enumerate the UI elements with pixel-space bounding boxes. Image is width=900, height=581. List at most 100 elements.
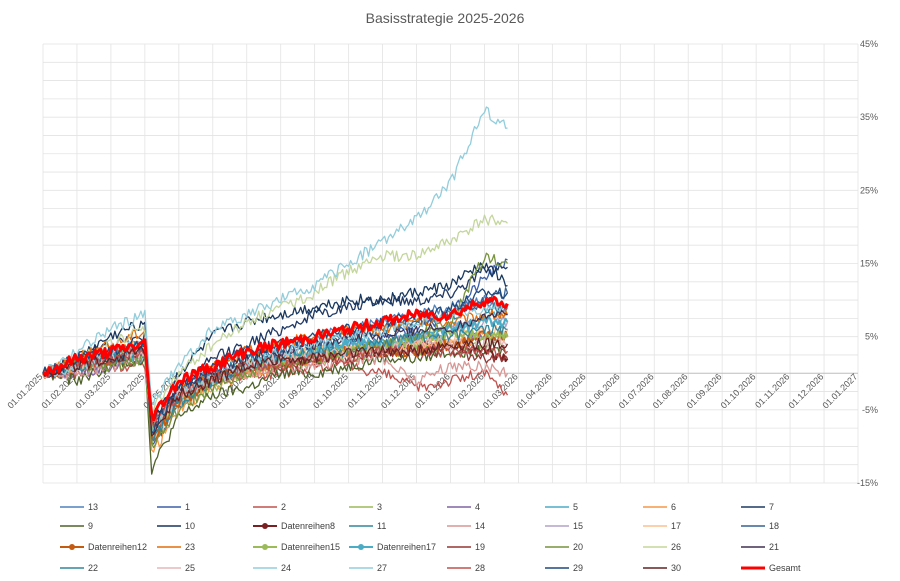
legend-label: 15 bbox=[573, 521, 583, 531]
legend-item: 30 bbox=[643, 563, 681, 573]
legend-label: Datenreihen12 bbox=[88, 542, 147, 552]
legend-item: 9 bbox=[60, 521, 93, 531]
x-tick-label: 01.07.2026 bbox=[617, 372, 656, 411]
series-line-10 bbox=[42, 262, 508, 424]
legend-item: 26 bbox=[643, 542, 681, 552]
legend-item: 23 bbox=[157, 542, 195, 552]
legend-item: 2 bbox=[253, 502, 286, 512]
legend-item: 4 bbox=[447, 502, 480, 512]
x-tick-label: 01.01.2025 bbox=[5, 372, 44, 411]
x-tick-label: 01.04.2026 bbox=[515, 372, 554, 411]
legend-label: 11 bbox=[377, 521, 386, 531]
legend-item: Datenreihen12 bbox=[60, 542, 147, 552]
series-line-30 bbox=[42, 337, 509, 437]
legend-label: 20 bbox=[573, 542, 583, 552]
legend-label: Datenreihen8 bbox=[281, 521, 335, 531]
x-tick-label: 01.08.2026 bbox=[651, 372, 690, 411]
legend-item: 1 bbox=[157, 502, 190, 512]
legend-label: 29 bbox=[573, 563, 583, 573]
series-line-26 bbox=[42, 214, 508, 412]
legend-label: 3 bbox=[377, 502, 382, 512]
y-tick-label: 45% bbox=[860, 39, 878, 49]
y-tick-label: -5% bbox=[862, 405, 878, 415]
series-line-Gesamt bbox=[42, 295, 509, 422]
legend-label: 18 bbox=[769, 521, 779, 531]
y-tick-label: -15% bbox=[857, 478, 878, 488]
legend-item: 13 bbox=[60, 502, 98, 512]
legend-item: 7 bbox=[741, 502, 774, 512]
legend-label: 24 bbox=[281, 563, 291, 573]
legend-label: 7 bbox=[769, 502, 774, 512]
legend-label: 21 bbox=[769, 542, 779, 552]
legend-item: 18 bbox=[741, 521, 779, 531]
legend-label: 22 bbox=[88, 563, 98, 573]
y-axis: 45% 35% 25% 15% 5% -5% -15% bbox=[857, 39, 878, 488]
x-tick-label: 01.01.2027 bbox=[820, 372, 859, 411]
legend-item: Gesamt bbox=[741, 563, 801, 573]
legend-label: 4 bbox=[475, 502, 480, 512]
y-tick-label: 15% bbox=[860, 259, 878, 269]
legend-marker bbox=[262, 523, 268, 529]
legend-label: Datenreihen15 bbox=[281, 542, 340, 552]
y-tick-label: 25% bbox=[860, 185, 878, 195]
legend-label: 14 bbox=[475, 521, 485, 531]
legend-label: 25 bbox=[185, 563, 195, 573]
legend-label: 27 bbox=[377, 563, 387, 573]
legend-label: 1 bbox=[185, 502, 190, 512]
x-tick-label: 01.11.2025 bbox=[346, 372, 384, 410]
series-line-7 bbox=[42, 262, 508, 434]
legend-item: 22 bbox=[60, 563, 98, 573]
y-tick-label: 35% bbox=[860, 112, 878, 122]
x-tick-label: 01.09.2026 bbox=[685, 372, 724, 411]
x-tick-label: 01.09.2025 bbox=[277, 372, 316, 411]
legend-item: 10 bbox=[157, 521, 195, 531]
series-line-27 bbox=[42, 106, 508, 406]
x-tick-label: 01.06.2026 bbox=[583, 372, 622, 411]
legend-item: 5 bbox=[545, 502, 578, 512]
legend-label: 13 bbox=[88, 502, 98, 512]
x-axis: 01.01.202501.02.202501.03.202501.04.2025… bbox=[5, 372, 859, 411]
legend-item: 15 bbox=[545, 521, 583, 531]
x-tick-label: 01.10.2026 bbox=[719, 372, 758, 411]
legend-item: 19 bbox=[447, 542, 485, 552]
x-tick-label: 01.12.2025 bbox=[379, 372, 418, 411]
x-tick-label: 01.04.2025 bbox=[107, 372, 146, 411]
y-tick-label: 5% bbox=[865, 332, 878, 342]
legend-item: 27 bbox=[349, 563, 387, 573]
legend-label: Datenreihen17 bbox=[377, 542, 436, 552]
x-tick-label: 01.05.2026 bbox=[549, 372, 588, 411]
legend-item: 6 bbox=[643, 502, 676, 512]
legend-label: 19 bbox=[475, 542, 485, 552]
x-tick-label: 01.03.2026 bbox=[481, 372, 520, 411]
legend-item: 29 bbox=[545, 563, 583, 573]
legend-marker bbox=[262, 544, 268, 550]
legend-label: 26 bbox=[671, 542, 681, 552]
legend-label: 2 bbox=[281, 502, 286, 512]
legend-item: 14 bbox=[447, 521, 485, 531]
legend-item: Datenreihen15 bbox=[253, 542, 340, 552]
legend-item: 24 bbox=[253, 563, 291, 573]
plot-lines bbox=[42, 106, 509, 475]
series-line-28 bbox=[42, 344, 508, 428]
chart-title: Basisstrategie 2025-2026 bbox=[366, 10, 525, 26]
legend-item: 21 bbox=[741, 542, 779, 552]
legend-label: 23 bbox=[185, 542, 195, 552]
legend-label: Gesamt bbox=[769, 563, 801, 573]
legend-item: 25 bbox=[157, 563, 195, 573]
legend-label: 5 bbox=[573, 502, 578, 512]
legend-item: 3 bbox=[349, 502, 382, 512]
x-tick-label: 01.11.2026 bbox=[753, 372, 791, 410]
legend-item: 20 bbox=[545, 542, 583, 552]
legend-item: Datenreihen17 bbox=[349, 542, 436, 552]
legend-label: 28 bbox=[475, 563, 485, 573]
legend-label: 10 bbox=[185, 521, 195, 531]
legend-item: 11 bbox=[349, 521, 386, 531]
x-tick-label: 01.12.2026 bbox=[787, 372, 826, 411]
legend-marker bbox=[69, 544, 75, 550]
legend-item: 17 bbox=[643, 521, 681, 531]
series-line-20 bbox=[42, 252, 509, 449]
legend-marker bbox=[358, 544, 364, 550]
legend-label: 9 bbox=[88, 521, 93, 531]
legend-label: 17 bbox=[671, 521, 681, 531]
